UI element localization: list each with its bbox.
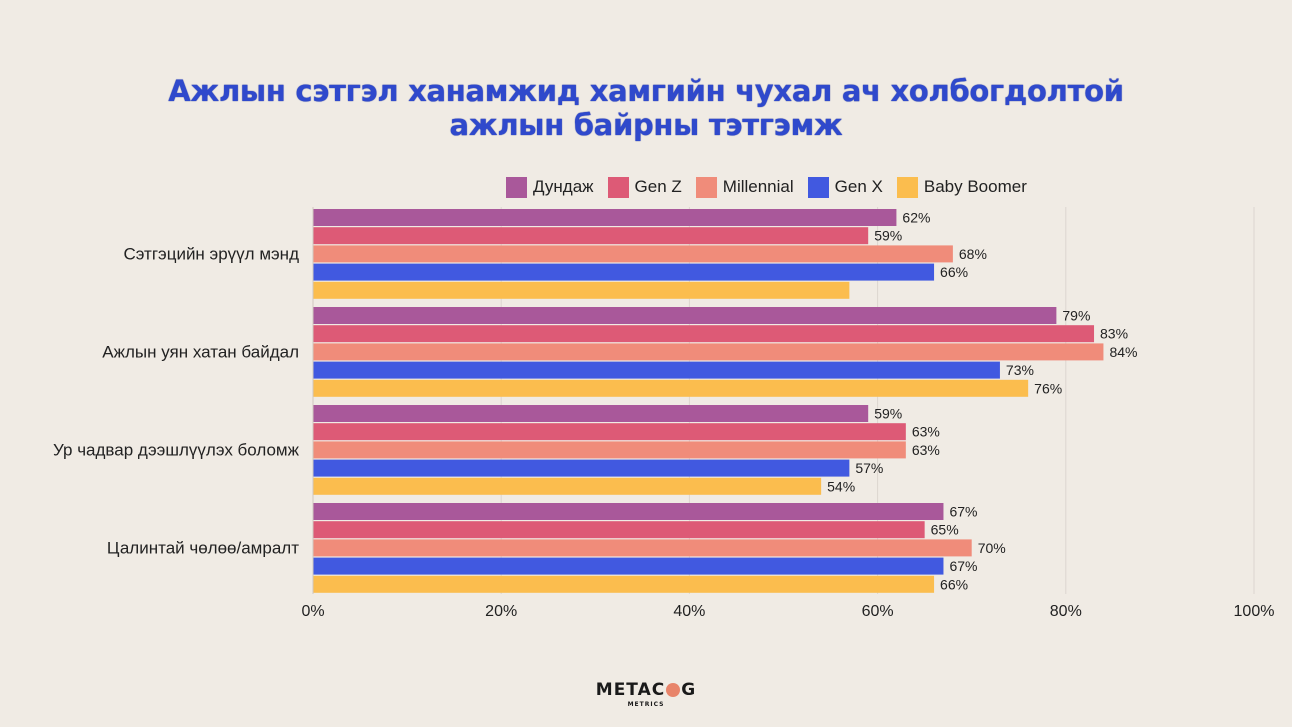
- x-tick-label: 80%: [1050, 603, 1082, 620]
- data-label: 73%: [1006, 362, 1034, 378]
- bar: [313, 459, 850, 477]
- bar: [313, 503, 944, 520]
- data-label: 65%: [931, 522, 959, 538]
- category-label: Ажлын уян хатан байдал: [102, 343, 299, 362]
- data-label: 67%: [949, 558, 977, 574]
- chart-title-line-1: Ажлын сэтгэл ханамжид хамгийн чухал ач х…: [168, 74, 1124, 108]
- data-label: 66%: [940, 264, 968, 280]
- legend: Дундаж Gen Z Millennial Gen X Baby Boome…: [506, 174, 1027, 200]
- legend-item-gen-x: Gen X: [807, 176, 883, 198]
- legend-swatch-millennial: [695, 176, 717, 198]
- logo-text-right: G: [681, 680, 697, 700]
- legend-swatch-gen-x: [807, 176, 829, 198]
- data-label: 67%: [949, 504, 977, 520]
- bar: [313, 405, 869, 422]
- bar: [313, 307, 1057, 324]
- x-tick-label: 0%: [301, 603, 324, 620]
- legend-item-gen-z: Gen Z: [607, 176, 682, 198]
- x-tick-label: 40%: [673, 603, 705, 620]
- brand-logo: METAC G METRICS: [0, 680, 1292, 708]
- category-label: Ур чадвар дээшлүүлэх боломж: [53, 441, 300, 460]
- legend-swatch-average: [506, 176, 527, 198]
- bar: [313, 379, 1029, 397]
- bar: [313, 575, 935, 593]
- data-label: 54%: [827, 478, 855, 494]
- bar: [313, 539, 972, 557]
- legend-swatch-baby-boomer: [896, 176, 918, 198]
- category-label: Цалинтай чөлөө/амралт: [107, 539, 299, 558]
- data-label: 66%: [940, 576, 968, 592]
- logo-text-left: METAC: [595, 680, 666, 700]
- bar: [313, 227, 869, 245]
- legend-item-average: Дундаж: [506, 176, 594, 198]
- bar: [313, 325, 1095, 343]
- legend-swatch-gen-z: [607, 176, 629, 198]
- bar: [313, 441, 906, 459]
- bar: [313, 343, 1104, 361]
- bar: [313, 423, 906, 441]
- legend-label-millennial: Millennial: [722, 177, 794, 196]
- data-label: 57%: [855, 460, 883, 476]
- data-label: 68%: [959, 246, 987, 262]
- brain-icon: [666, 683, 681, 697]
- data-label: 84%: [1109, 344, 1137, 360]
- legend-label-gen-z: Gen Z: [634, 177, 682, 196]
- legend-label-gen-x: Gen X: [834, 177, 883, 196]
- data-label: 79%: [1062, 308, 1090, 324]
- logo-subtitle: METRICS: [627, 701, 665, 708]
- bar: [313, 557, 944, 575]
- category-label: Сэтгэцийн эрүүл мэнд: [123, 245, 299, 264]
- data-label: 83%: [1100, 326, 1128, 342]
- bar: [313, 263, 935, 281]
- data-label: 70%: [978, 540, 1006, 556]
- legend-label-average: Дундаж: [533, 177, 594, 196]
- x-tick-label: 20%: [485, 603, 517, 620]
- legend-item-baby-boomer: Baby Boomer: [896, 176, 1027, 198]
- x-tick-label: 60%: [862, 603, 894, 620]
- data-label: 63%: [912, 442, 940, 458]
- data-label: 76%: [1034, 380, 1062, 396]
- bar: [313, 281, 850, 299]
- data-label: 62%: [902, 210, 930, 226]
- legend-label-baby-boomer: Baby Boomer: [923, 177, 1027, 196]
- data-label: 59%: [874, 406, 902, 422]
- bar: [313, 521, 925, 539]
- data-label: 59%: [874, 228, 902, 244]
- bar: [313, 361, 1000, 379]
- chart-title: Ажлын сэтгэл ханамжид хамгийн чухал ач х…: [0, 74, 1292, 142]
- legend-item-millennial: Millennial: [695, 176, 794, 198]
- data-label: 63%: [912, 424, 940, 440]
- bar: [313, 245, 953, 263]
- x-tick-label: 100%: [1234, 603, 1275, 620]
- chart-title-line-2: ажлын байрны тэтгэмж: [449, 108, 843, 142]
- bar: [313, 209, 897, 226]
- logo-wordmark: METAC G: [596, 680, 696, 700]
- bar: [313, 477, 822, 495]
